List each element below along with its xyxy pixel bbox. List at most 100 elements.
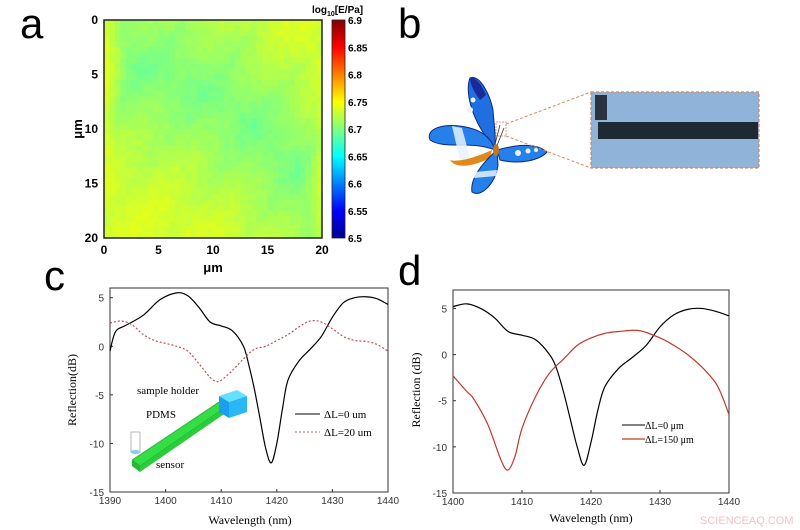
heatmap-cell — [229, 36, 235, 42]
heatmap-cell — [273, 96, 279, 102]
heatmap-cell — [104, 31, 110, 37]
heatmap-cell — [115, 145, 121, 151]
heatmap-cell — [311, 189, 317, 195]
heatmap-cell — [175, 151, 181, 157]
heatmap-cell — [246, 20, 252, 26]
heatmap-cell — [278, 113, 284, 119]
heatmap-cell — [186, 42, 192, 48]
heatmap-cell — [229, 64, 235, 70]
heatmap-cell — [148, 184, 154, 190]
heatmap-cell — [180, 75, 186, 81]
heatmap-cell — [191, 102, 197, 108]
heatmap-cell — [295, 194, 301, 200]
heatmap-cell — [306, 53, 312, 59]
heatmap-cell — [284, 227, 290, 233]
heatmap-cell — [278, 194, 284, 200]
heatmap-cell — [289, 91, 295, 97]
heatmap-cell — [104, 140, 110, 146]
heatmap-cell — [120, 194, 126, 200]
heatmap-cell — [126, 25, 132, 31]
heatmap-cell — [246, 134, 252, 140]
heatmap-cell — [262, 47, 268, 53]
heatmap-cell — [186, 64, 192, 70]
heatmap-cell — [213, 189, 219, 195]
heatmap-cell — [186, 102, 192, 108]
heatmap-cell — [306, 178, 312, 184]
heatmap-cell — [169, 113, 175, 119]
heatmap-cell — [175, 200, 181, 206]
heatmap-cell — [295, 80, 301, 86]
heatmap-cell — [251, 118, 257, 124]
heatmap-cell — [268, 129, 274, 135]
heatmap-cell — [197, 36, 203, 42]
heatmap-cell — [224, 178, 230, 184]
heatmap-cell — [153, 162, 159, 168]
heatmap-cell — [191, 211, 197, 217]
heatmap-cell — [213, 96, 219, 102]
heatmap-cell — [197, 102, 203, 108]
heatmap-cell — [142, 134, 148, 140]
heatmap-cell — [120, 64, 126, 70]
heatmap-cell — [268, 178, 274, 184]
heatmap-cell — [169, 151, 175, 157]
heatmap-cell — [306, 216, 312, 222]
heatmap-cell — [295, 151, 301, 157]
heatmap-cell — [137, 64, 143, 70]
heatmap-cell — [109, 53, 115, 59]
heatmap-cell — [180, 156, 186, 162]
heatmap-cell — [278, 58, 284, 64]
heatmap-cell — [169, 145, 175, 151]
heatmap-cell — [218, 102, 224, 108]
heatmap-cell — [257, 36, 263, 42]
heatmap-cell — [202, 85, 208, 91]
heatmap-cell — [191, 216, 197, 222]
heatmap-cell — [115, 200, 121, 206]
heatmap-cell — [246, 42, 252, 48]
heatmap-cell — [208, 129, 214, 135]
heatmap-cell — [229, 96, 235, 102]
heatmap-cell — [104, 173, 110, 179]
heatmap-cell — [137, 151, 143, 157]
heatmap-cell — [240, 129, 246, 135]
heatmap-cell — [284, 69, 290, 75]
heatmap-cell — [115, 167, 121, 173]
heatmap-cell — [295, 91, 301, 97]
heatmap-cell — [115, 140, 121, 146]
heatmap-cell — [142, 113, 148, 119]
heatmap-cell — [240, 96, 246, 102]
heatmap-cell — [137, 162, 143, 168]
series-line-c-1 — [110, 321, 388, 382]
heatmap-cell — [197, 20, 203, 26]
heatmap-cell — [186, 107, 192, 113]
heatmap-cell — [159, 140, 165, 146]
heatmap-cell — [273, 80, 279, 86]
heatmap-cell — [278, 205, 284, 211]
heatmap-cell — [284, 36, 290, 42]
heatmap-cell — [240, 145, 246, 151]
heatmap-cell — [175, 167, 181, 173]
heatmap-cell — [137, 58, 143, 64]
heatmap-cell — [246, 194, 252, 200]
heatmap-cell — [191, 156, 197, 162]
heatmap-cell — [229, 194, 235, 200]
heatmap-cell — [251, 107, 257, 113]
heatmap-cell — [153, 194, 159, 200]
heatmap-cell — [131, 53, 137, 59]
heatmap-cell — [180, 91, 186, 97]
heatmap-cell — [169, 96, 175, 102]
heatmap-cell — [153, 75, 159, 81]
heatmap-cell — [197, 58, 203, 64]
heatmap-cell — [273, 42, 279, 48]
heatmap-cell — [235, 96, 241, 102]
heatmap-cell — [295, 184, 301, 190]
heatmap-cell — [186, 151, 192, 157]
heatmap-cell — [115, 80, 121, 86]
heatmap-cell — [251, 184, 257, 190]
heatmap-cell — [148, 36, 154, 42]
heatmap-cell — [175, 211, 181, 217]
heatmap-cell — [169, 58, 175, 64]
heatmap-cell — [240, 156, 246, 162]
x-tick-label: 1420 — [266, 496, 289, 507]
heatmap-cell — [306, 140, 312, 146]
heatmap-cell — [175, 47, 181, 53]
